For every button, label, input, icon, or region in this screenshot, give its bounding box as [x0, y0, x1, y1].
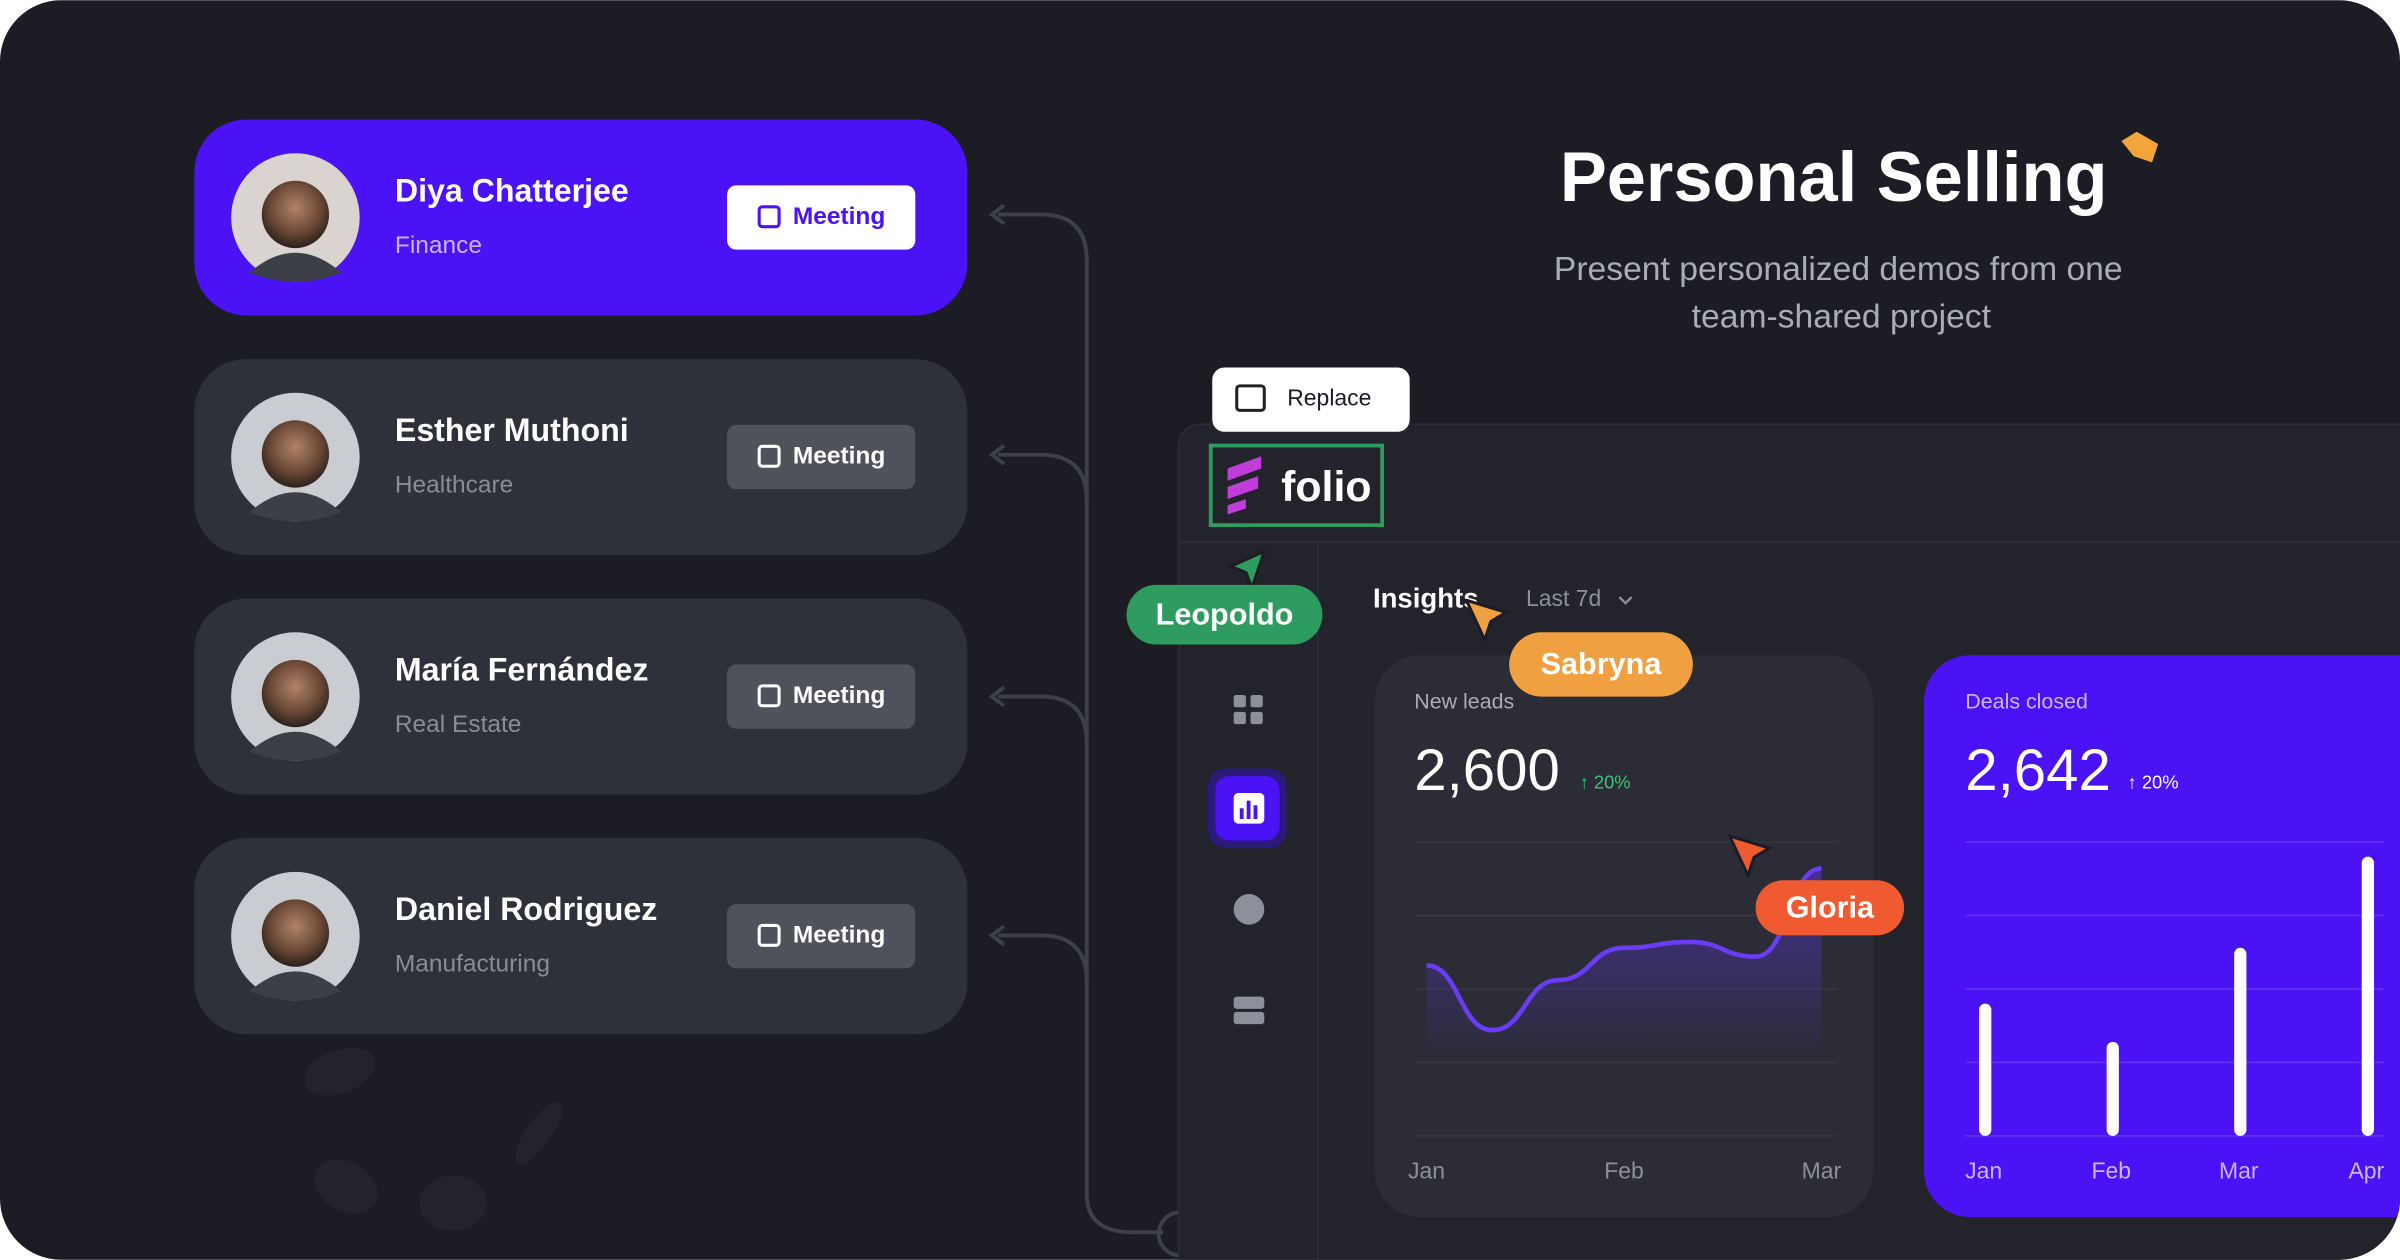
card	[1923, 655, 2400, 1217]
avatar-body	[249, 492, 342, 522]
charts: New leads 2,600 ↑ 20% Jan Feb Mar Deals closed…	[1408, 689, 2384, 1183]
logo-mark	[1227, 456, 1262, 515]
card-change: ↑ 20%	[2128, 772, 2179, 793]
calendar-icon	[757, 684, 781, 708]
avatar-body	[249, 252, 342, 282]
cursor	[1728, 834, 1771, 878]
contact-industry: Manufacturing	[395, 951, 550, 978]
calendar-icon	[757, 444, 781, 468]
meeting-button[interactable]	[727, 903, 916, 969]
avatar-body	[249, 731, 342, 761]
calendar-icon	[757, 205, 781, 229]
section-title: Insights	[1373, 582, 1479, 613]
cursor-name: Leopoldo	[1156, 597, 1294, 631]
avatar-body	[249, 971, 342, 1001]
chevron	[1618, 596, 1633, 605]
card	[1374, 655, 1874, 1217]
x-tick-label: Mar	[2219, 1158, 2259, 1184]
card-title: Deals closed	[1965, 689, 2088, 713]
meeting-label: Meeting	[793, 682, 885, 709]
contact-name: Daniel Rodriguez	[395, 891, 657, 927]
replace-button[interactable]	[1212, 367, 1410, 432]
contact-card	[194, 598, 968, 795]
x-tick-label: Jan	[1408, 1158, 1445, 1184]
contact-industry: Healthcare	[395, 472, 513, 499]
range-select[interactable]: Last 7d	[1526, 585, 1601, 611]
x-tick-label: Mar	[1802, 1158, 1842, 1184]
meeting-button[interactable]	[727, 664, 916, 729]
handshake-icon	[2121, 131, 2159, 163]
meeting-button[interactable]	[727, 424, 916, 490]
contact-card	[194, 119, 968, 316]
contact-name: María Fernández	[395, 652, 649, 688]
card-change: ↑ 20%	[1580, 772, 1631, 793]
card-total: 2,600	[1414, 738, 1560, 803]
cursor-name: Sabryna	[1541, 647, 1663, 681]
avatar-face	[261, 420, 330, 488]
meeting-label: Meeting	[793, 922, 885, 949]
contact-list: Diya Chatterjee Finance Meeting Esther Muth…	[194, 119, 968, 1035]
cursors: Leopoldo Sabryna Gloria	[1126, 549, 1905, 936]
calendar-icon	[757, 923, 781, 947]
decoration	[304, 1047, 563, 1231]
contact-industry: Finance	[395, 232, 482, 259]
cursor-tag	[1126, 584, 1323, 645]
x-tick-label: Apr	[2348, 1158, 2384, 1184]
bar	[2361, 856, 2374, 1136]
cursor-tag	[1509, 632, 1693, 697]
cursor	[1229, 549, 1266, 590]
card-title: New leads	[1414, 689, 1514, 713]
sidebar	[1207, 695, 1288, 1025]
avatar-face	[261, 659, 330, 728]
bar	[2234, 947, 2247, 1136]
logo: folio	[1281, 463, 1371, 511]
x-tick-label: Feb	[2091, 1158, 2131, 1184]
cursor-name: Gloria	[1786, 890, 1875, 924]
avatar-face	[261, 899, 330, 967]
title: Personal Selling	[1560, 137, 2108, 216]
card-total: 2,642	[1965, 738, 2111, 803]
cursor-tag	[1755, 880, 1905, 936]
avatar-face	[261, 180, 330, 249]
meeting-label: Meeting	[793, 443, 885, 470]
x-tick-label: Jan	[1965, 1158, 2002, 1184]
meeting-button[interactable]	[727, 185, 916, 250]
contact-card	[194, 838, 968, 1035]
subtitle: team-shared project	[1692, 298, 1992, 335]
bar	[2106, 1041, 2119, 1136]
cursor	[1464, 598, 1508, 642]
contact-name: Diya Chatterjee	[395, 172, 629, 208]
area	[1426, 868, 1822, 1063]
meeting-label: Meeting	[793, 203, 885, 230]
subtitle: Present personalized demos from one	[1554, 251, 2123, 288]
image-icon	[1235, 384, 1266, 412]
contact-card	[194, 359, 968, 555]
contact-name: Esther Muthoni	[395, 412, 629, 448]
replace-label: Replace	[1287, 385, 1371, 411]
line	[1426, 866, 1822, 1033]
contact-industry: Real Estate	[395, 711, 522, 738]
selection	[1208, 443, 1385, 528]
x-tick-label: Feb	[1604, 1158, 1644, 1184]
bar	[1979, 1003, 1992, 1136]
